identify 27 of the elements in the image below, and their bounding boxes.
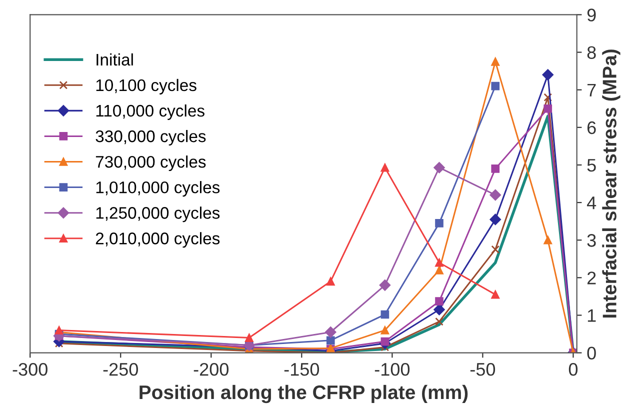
legend-label: 1,250,000 cycles xyxy=(96,206,220,222)
y-tick-label: 4 xyxy=(586,196,596,210)
x-tick-label: 0 xyxy=(568,363,578,376)
y-tick-label: 7 xyxy=(587,84,596,96)
legend-label: 730,000 cycles xyxy=(96,156,206,172)
y-tick-label: 9 xyxy=(587,8,596,22)
legend-label: 330,000 cycles xyxy=(96,130,206,146)
y-tick-label: 6 xyxy=(587,121,596,134)
legend-label: 10,100 cycles xyxy=(96,78,196,94)
legend-label: 2,010,000 cycles xyxy=(96,232,220,248)
y-tick-label: 3 xyxy=(587,234,596,247)
legend-label: 1,010,000 cycles xyxy=(96,181,220,197)
y-tick-label: 0 xyxy=(587,346,596,360)
x-tick-label: -300 xyxy=(12,363,48,376)
y-axis-title: Interfacial shear stress (MPa) xyxy=(602,50,620,318)
y-tick-label: 5 xyxy=(587,159,596,172)
y-tick-label: 1 xyxy=(588,309,596,322)
legend-label: 110,000 cycles xyxy=(96,104,204,120)
x-tick-label: -100 xyxy=(374,363,410,376)
x-tick-label: -50 xyxy=(470,363,496,376)
y-tick-label: 8 xyxy=(587,46,596,59)
legend-label: Initial xyxy=(96,53,133,66)
x-tick-label: -250 xyxy=(103,363,138,376)
x-axis-title: Position along the CFRP plate (mm) xyxy=(140,384,468,404)
x-tick-label: -200 xyxy=(194,363,228,376)
x-tick-label: -150 xyxy=(284,363,320,376)
y-tick-label: 2 xyxy=(587,272,596,284)
